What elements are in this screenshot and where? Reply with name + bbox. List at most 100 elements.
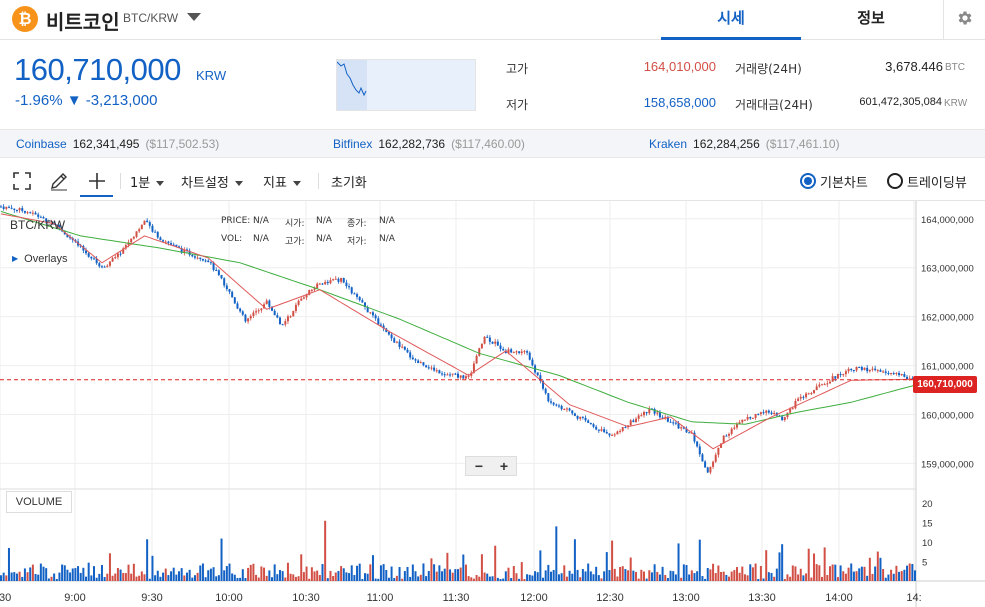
volume-bar: [690, 570, 693, 581]
candle-body: [100, 266, 103, 268]
volume-bar: [472, 578, 475, 581]
exchange-name: Coinbase: [16, 137, 67, 151]
volume-bar: [892, 573, 895, 581]
volume-bar: [162, 572, 165, 581]
candle-body: [595, 426, 598, 430]
volume-bar: [87, 562, 90, 581]
chevron-down-icon[interactable]: [187, 13, 201, 21]
volume-axis-label: 10: [922, 538, 933, 549]
candle-body: [642, 412, 645, 416]
candle-body: [549, 401, 552, 403]
chart-settings-menu[interactable]: 차트설정: [181, 172, 243, 191]
candle-body: [794, 400, 797, 409]
y-axis-label: 159,000,000: [921, 459, 974, 470]
price-change: -1.96% ▼ -3,213,000: [15, 92, 158, 109]
candle-body: [379, 324, 382, 326]
candle-body: [759, 412, 762, 415]
candle-body: [180, 248, 183, 253]
exchange-item[interactable]: Kraken 162,284,256 ($117,461.10): [649, 137, 840, 151]
volume-bar: [350, 565, 353, 581]
candle-body: [353, 293, 356, 295]
candle-body: [358, 296, 361, 301]
candle-body: [239, 308, 242, 312]
volume-bar: [366, 573, 369, 581]
volume-bar: [717, 565, 720, 581]
indicators-menu[interactable]: 지표: [263, 172, 301, 191]
fullscreen-icon[interactable]: [13, 172, 31, 190]
candle-body: [212, 262, 215, 270]
zoom-out-button[interactable]: −: [474, 458, 484, 474]
coin-pair[interactable]: BTC/KRW: [123, 11, 179, 25]
volume-bar: [116, 568, 119, 581]
candle-body: [722, 435, 725, 444]
candle-body: [220, 274, 223, 279]
candle-body: [302, 297, 305, 299]
candle-body: [289, 316, 292, 318]
candle-body: [300, 298, 303, 301]
volume-bar: [627, 570, 630, 581]
exchange-item[interactable]: Bitfinex 162,282,736 ($117,460.00): [333, 137, 525, 151]
volume-bar: [810, 577, 813, 581]
volume-bar: [257, 577, 260, 581]
volume-bar: [289, 573, 292, 581]
volume-bar: [286, 562, 289, 581]
indicators-label: 지표: [263, 176, 287, 191]
candle-body: [579, 416, 582, 419]
volume-bar: [462, 554, 465, 581]
volume-bar: [401, 578, 404, 581]
basic-chart-label[interactable]: 기본차트: [820, 176, 868, 191]
candle-body: [486, 336, 489, 338]
settings-button[interactable]: [943, 0, 985, 40]
candle-body: [608, 433, 611, 436]
candle-body: [297, 300, 300, 305]
candle-body: [749, 417, 752, 419]
overlays-toggle[interactable]: Overlays: [12, 253, 67, 265]
candle-body: [313, 288, 316, 290]
volume-bar: [844, 573, 847, 581]
interval-select[interactable]: 1분: [130, 172, 165, 191]
candle-body: [29, 212, 32, 214]
candle-body: [326, 281, 329, 284]
basic-chart-radio[interactable]: [800, 173, 816, 189]
price-chart[interactable]: 164,000,000 163,000,000 162,000,000 161,000…: [0, 201, 985, 607]
volume-bar: [730, 571, 733, 581]
volume-bar: [712, 563, 715, 581]
volume-bar: [682, 564, 685, 581]
volume-bar: [430, 558, 433, 581]
volume-bar: [204, 577, 207, 581]
volume-bar: [674, 574, 677, 581]
coin-name[interactable]: 비트코인: [46, 10, 120, 34]
chart-canvas[interactable]: 164,000,000 163,000,000 162,000,000 161,000…: [0, 201, 985, 607]
volume-bar: [605, 552, 608, 581]
candle-body: [701, 454, 704, 462]
volume-bar: [749, 564, 752, 581]
pencil-icon[interactable]: [49, 171, 69, 191]
tradingview-radio[interactable]: [887, 173, 903, 189]
candle-body: [324, 281, 327, 285]
candle-body: [767, 410, 770, 413]
volume-bar: [199, 565, 202, 581]
volume-bar: [406, 566, 409, 581]
tradingview-label[interactable]: 트레이딩뷰: [907, 176, 967, 191]
reset-button[interactable]: 초기화: [331, 176, 367, 191]
zoom-in-button[interactable]: +: [499, 458, 509, 474]
volume-bar: [619, 566, 622, 581]
volume-bar: [608, 570, 611, 581]
volume-bar: [119, 569, 122, 581]
candle-body: [826, 383, 829, 385]
candle-body: [340, 278, 343, 282]
tab-price[interactable]: 시세: [661, 0, 801, 40]
ohlc-high-label: 고가:: [285, 237, 305, 247]
volume-bar: [82, 567, 85, 581]
candle-body: [387, 331, 390, 335]
current-price-tag: 160,710,000: [913, 376, 977, 393]
candle-body: [810, 393, 813, 395]
candle-body: [518, 351, 521, 354]
volume-bar: [805, 573, 808, 581]
candle-body: [401, 346, 404, 348]
candle-body: [175, 244, 178, 247]
crosshair-button[interactable]: [80, 167, 113, 197]
tab-info[interactable]: 정보: [857, 9, 885, 27]
x-axis-label: 11:00: [367, 592, 394, 604]
exchange-item[interactable]: Coinbase 162,341,495 ($117,502.53): [16, 137, 219, 151]
